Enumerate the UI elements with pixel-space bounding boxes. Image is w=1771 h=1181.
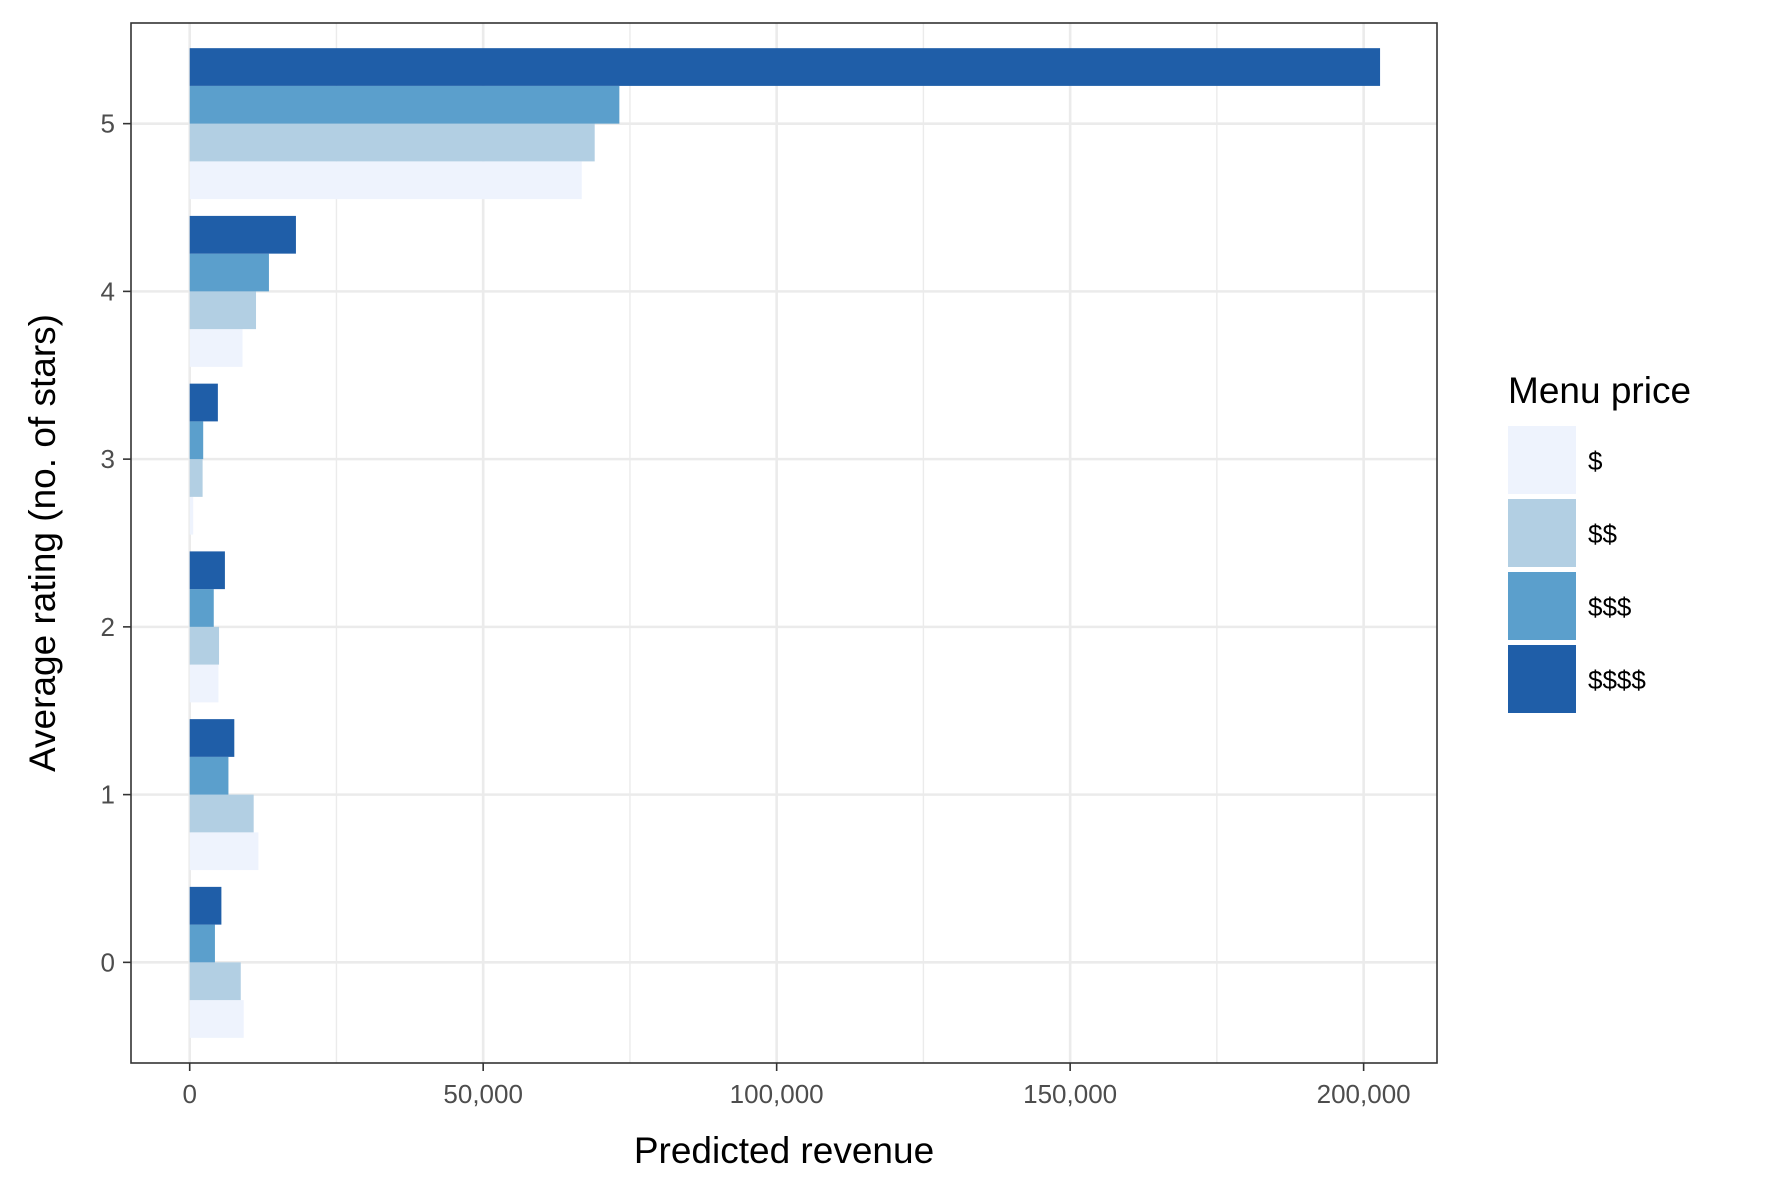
legend-key xyxy=(1508,572,1576,640)
bar xyxy=(189,626,220,665)
legend-label: $$$ xyxy=(1588,592,1632,622)
bar xyxy=(189,48,1381,86)
y-tick-label: 0 xyxy=(101,947,115,977)
x-axis-title: Predicted revenue xyxy=(634,1130,934,1171)
bar xyxy=(189,253,269,292)
bar xyxy=(189,589,214,627)
bar xyxy=(189,291,257,330)
bar xyxy=(189,886,222,925)
bar xyxy=(189,962,241,1001)
bar xyxy=(189,756,229,795)
bars xyxy=(189,48,1381,1038)
legend-title: Menu price xyxy=(1508,370,1691,411)
bar xyxy=(189,85,620,124)
y-axis-title: Average rating (no. of stars) xyxy=(22,314,63,772)
bar xyxy=(189,832,259,871)
x-tick-label: 200,000 xyxy=(1317,1079,1411,1109)
x-tick-label: 0 xyxy=(182,1079,196,1109)
legend-key xyxy=(1508,426,1576,494)
y-tick-label: 1 xyxy=(101,780,115,810)
bar xyxy=(189,215,296,254)
bar xyxy=(189,496,194,535)
bar xyxy=(189,161,582,200)
x-tick-label: 150,000 xyxy=(1023,1079,1117,1109)
x-axis: 0 50,000 100,000 150,000 200,000 xyxy=(182,1063,1411,1109)
y-tick-label: 5 xyxy=(101,109,115,139)
legend: Menu price $$$$$$$$$$ xyxy=(1508,370,1691,713)
y-axis: 0 1 2 3 4 5 xyxy=(101,109,131,977)
bar xyxy=(189,459,203,497)
bar xyxy=(189,421,204,460)
bar xyxy=(189,123,595,162)
y-tick-label: 2 xyxy=(101,612,115,642)
bar xyxy=(189,664,219,703)
y-tick-label: 4 xyxy=(101,276,115,306)
legend-label: $$$$ xyxy=(1588,665,1646,695)
bar xyxy=(189,719,235,757)
legend-label: $ xyxy=(1588,446,1603,476)
legend-key xyxy=(1508,499,1576,567)
x-tick-label: 50,000 xyxy=(443,1079,523,1109)
bar xyxy=(189,1000,244,1038)
plot-border xyxy=(130,22,1438,1064)
x-tick-label: 100,000 xyxy=(730,1079,824,1109)
bar xyxy=(189,383,218,422)
bar xyxy=(189,794,254,833)
legend-key xyxy=(1508,645,1576,713)
legend-label: $$ xyxy=(1588,519,1617,549)
bar xyxy=(189,329,243,367)
y-tick-label: 3 xyxy=(101,444,115,474)
bar xyxy=(189,924,215,963)
bar xyxy=(189,551,225,590)
